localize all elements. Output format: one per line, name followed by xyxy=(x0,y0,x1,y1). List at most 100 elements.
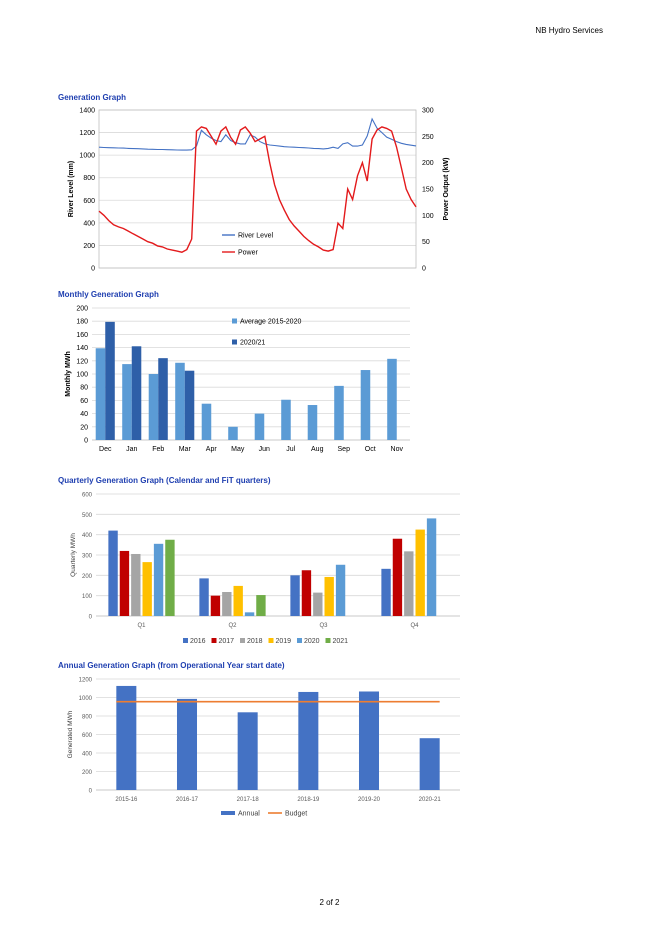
x-tick-label: 2018-19 xyxy=(297,797,320,803)
bar-2017 xyxy=(210,595,221,616)
y-tick-label: 1000 xyxy=(79,696,93,702)
bar-average-2015-2020 xyxy=(95,348,106,440)
x-tick-label: Feb xyxy=(152,446,164,453)
y-tick-label: 160 xyxy=(76,332,88,339)
x-tick-label: 2019-20 xyxy=(358,797,381,803)
x-tick-label: 2015-16 xyxy=(115,797,138,803)
legend-swatch xyxy=(268,638,274,643)
x-tick-label: Mar xyxy=(179,446,192,453)
legend-label: Annual xyxy=(238,811,260,818)
bar-average-2015-2020 xyxy=(360,370,371,440)
y2-tick-label: 100 xyxy=(422,213,434,220)
legend-label: 2017 xyxy=(219,638,235,645)
legend-swatch xyxy=(211,638,217,643)
x-tick-label: Nov xyxy=(391,446,404,453)
legend-label: 2016 xyxy=(190,638,206,645)
bar-2018 xyxy=(222,592,232,616)
bar-average-2015-2020 xyxy=(281,399,291,440)
y-tick-label: 200 xyxy=(82,574,93,580)
y-tick-label: 500 xyxy=(82,513,93,519)
legend-swatch xyxy=(297,638,302,643)
company-name: NB Hydro Services xyxy=(535,26,603,35)
x-tick-label: Q2 xyxy=(228,623,237,629)
x-tick-label: 2017-18 xyxy=(237,797,260,803)
legend-swatch xyxy=(232,339,237,345)
legend-swatch xyxy=(232,318,237,324)
y-tick-label: 0 xyxy=(89,615,93,621)
bar-annual xyxy=(298,691,319,790)
bar-2020 xyxy=(426,518,437,616)
bar-average-2015-2020 xyxy=(307,405,318,440)
bar-average-2015-2020 xyxy=(228,426,238,440)
y2-tick-label: 0 xyxy=(422,266,426,273)
y-axis-label: Generated MWh xyxy=(67,710,74,758)
legend-label: 2018 xyxy=(247,638,263,645)
x-tick-label: Q4 xyxy=(410,623,419,629)
legend-label: 2020/21 xyxy=(240,340,265,347)
bar-2021 xyxy=(256,595,266,616)
y-tick-label: 120 xyxy=(76,358,88,365)
bar-average-2015-2020 xyxy=(201,403,212,440)
bar-average-2015-2020 xyxy=(387,358,397,440)
y-tick-label: 600 xyxy=(83,198,95,205)
bar-2017 xyxy=(301,570,312,616)
bar-2020-21 xyxy=(131,346,142,440)
y2-tick-label: 50 xyxy=(422,239,430,246)
legend-label: 2021 xyxy=(333,638,349,645)
bar-2019 xyxy=(233,585,243,616)
quarterly-chart: 0 100 200 300 400 500 600 Quarterly MWh Q1 Q2 Q3 Q4… xyxy=(70,493,460,645)
bar-annual xyxy=(116,685,137,790)
y-tick-label: 80 xyxy=(80,385,88,392)
bar-2020 xyxy=(335,564,346,616)
x-tick-label: May xyxy=(231,446,245,453)
y-tick-label: 800 xyxy=(82,715,93,721)
generation-chart-title: Generation Graph xyxy=(58,93,127,102)
generation-chart: 0 200 400 600 800 1000 1200 1400 0 50 100 150 200 250… xyxy=(68,108,450,273)
y2-tick-label: 300 xyxy=(422,108,434,115)
bar-average-2015-2020 xyxy=(148,374,159,440)
y2-tick-label: 150 xyxy=(422,187,434,194)
legend-swatch xyxy=(240,638,245,643)
series-line-river-level xyxy=(98,117,417,151)
y-tick-label: 0 xyxy=(89,789,93,795)
bar-2020-21 xyxy=(158,358,168,440)
monthly-chart-title: Monthly Generation Graph xyxy=(58,290,159,299)
x-tick-label: 2016-17 xyxy=(176,797,199,803)
x-tick-label: Q1 xyxy=(137,623,146,629)
bar-annual xyxy=(176,698,198,790)
bar-annual xyxy=(419,738,440,790)
y-tick-label: 1400 xyxy=(79,108,95,115)
bar-2021 xyxy=(165,539,175,616)
x-tick-label: Aug xyxy=(311,446,324,453)
x-tick-label: Jul xyxy=(286,446,295,453)
y-tick-label: 400 xyxy=(83,220,95,227)
bar-2018 xyxy=(404,551,414,616)
bar-2019 xyxy=(415,529,425,616)
legend-label: 2019 xyxy=(276,638,292,645)
bar-2018 xyxy=(313,592,323,616)
y-tick-label: 300 xyxy=(82,554,93,560)
legend-label: 2020 xyxy=(304,638,320,645)
y-tick-label: 1200 xyxy=(79,678,93,684)
bar-2020 xyxy=(244,612,255,616)
y-tick-label: 600 xyxy=(82,493,93,499)
bar-2016 xyxy=(381,568,391,616)
y-tick-label: 400 xyxy=(82,752,93,758)
bar-2017 xyxy=(119,550,130,616)
y-tick-label: 200 xyxy=(76,306,88,313)
y-tick-label: 1200 xyxy=(79,130,95,137)
quarterly-chart-title: Quarterly Generation Graph (Calendar and… xyxy=(58,476,271,485)
x-tick-label: Dec xyxy=(99,446,112,453)
x-tick-label: Apr xyxy=(206,446,218,453)
bar-2019 xyxy=(324,576,334,616)
y-axis-label: River Level (mm) xyxy=(68,161,75,217)
bar-average-2015-2020 xyxy=(334,385,344,440)
y-tick-label: 200 xyxy=(82,770,93,776)
bar-2016 xyxy=(199,578,209,616)
x-tick-label: Q3 xyxy=(319,623,328,629)
bar-2020 xyxy=(153,543,164,616)
x-tick-label: Oct xyxy=(365,446,376,453)
bar-average-2015-2020 xyxy=(254,413,265,440)
y2-tick-label: 200 xyxy=(422,160,434,167)
y-tick-label: 0 xyxy=(91,266,95,273)
